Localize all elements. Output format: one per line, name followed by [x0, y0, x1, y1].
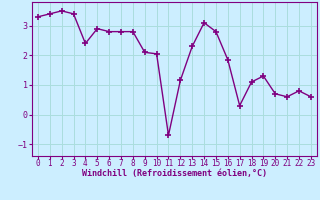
X-axis label: Windchill (Refroidissement éolien,°C): Windchill (Refroidissement éolien,°C) — [82, 169, 267, 178]
